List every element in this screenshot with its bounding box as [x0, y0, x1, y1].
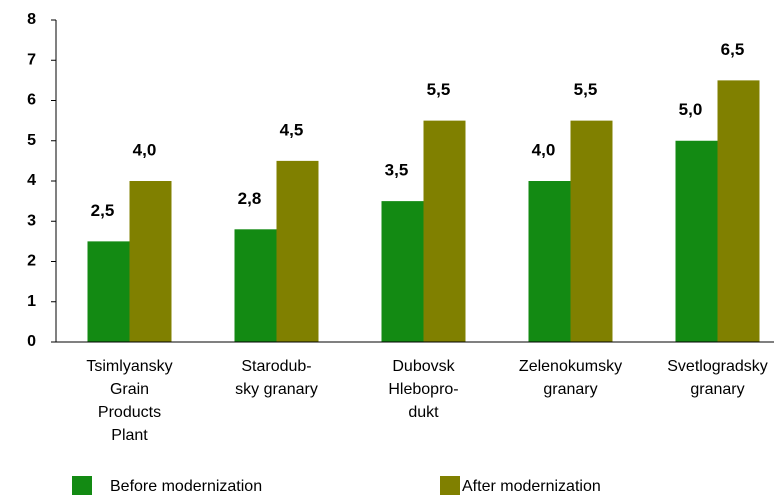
- x-tick-label: Dubovsk: [392, 358, 455, 375]
- x-tick-label: Hlebopro-: [388, 381, 458, 398]
- x-tick-label: Zelenokumsky: [519, 358, 622, 375]
- value-label: 5,0: [679, 100, 703, 119]
- y-tick-label: 2: [27, 253, 36, 270]
- bar: [87, 241, 130, 342]
- bar: [276, 160, 319, 342]
- x-tick-label: dukt: [408, 404, 439, 421]
- y-tick-label: 4: [27, 172, 36, 189]
- value-label: 2,5: [91, 201, 115, 220]
- value-label: 6,5: [721, 40, 745, 59]
- y-tick-label: 8: [27, 11, 36, 28]
- x-tick-label: granary: [690, 381, 744, 398]
- y-tick-label: 6: [27, 92, 36, 109]
- bar: [717, 80, 760, 342]
- bar: [129, 181, 172, 342]
- bar: [423, 120, 466, 342]
- x-tick-label: Plant: [111, 427, 148, 444]
- x-tick-label: Svetlogradsky: [667, 358, 768, 375]
- x-tick-label: Products: [98, 404, 161, 421]
- y-tick-label: 0: [27, 333, 36, 350]
- x-tick-label: Tsimlyansky: [86, 358, 172, 375]
- y-tick-label: 5: [27, 132, 36, 149]
- bar: [528, 181, 571, 342]
- x-tick-label: Grain: [110, 381, 149, 398]
- x-tick-label: Starodub-: [241, 358, 311, 375]
- y-tick-label: 1: [27, 293, 36, 310]
- value-label: 2,8: [238, 189, 262, 208]
- bar: [381, 201, 424, 342]
- legend-swatch: [72, 476, 92, 495]
- legend-label: After modernization: [462, 478, 601, 495]
- legend-swatch: [440, 476, 460, 495]
- legend-label: Before modernization: [110, 478, 262, 495]
- value-label: 5,5: [574, 80, 598, 99]
- bar: [570, 120, 613, 342]
- value-label: 4,5: [280, 120, 304, 139]
- bar: [675, 140, 718, 342]
- bar: [234, 229, 277, 342]
- x-tick-label: sky granary: [235, 381, 318, 398]
- value-label: 4,0: [532, 140, 556, 159]
- x-tick-label: granary: [543, 381, 597, 398]
- value-label: 3,5: [385, 161, 409, 180]
- value-label: 5,5: [427, 80, 451, 99]
- value-label: 4,0: [133, 140, 157, 159]
- y-tick-label: 7: [27, 51, 36, 68]
- y-tick-label: 3: [27, 212, 36, 229]
